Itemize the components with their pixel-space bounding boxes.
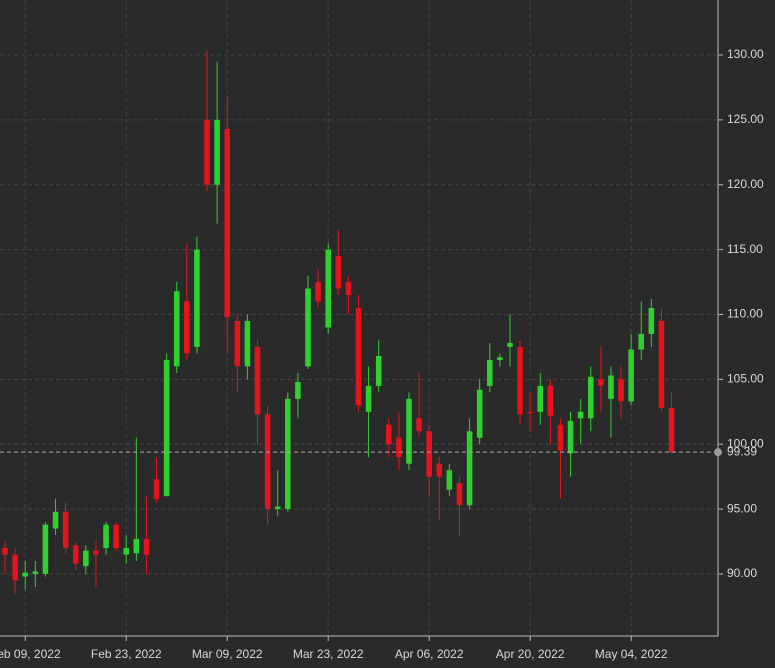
candle-body [436, 463, 443, 477]
candle-body [2, 548, 8, 555]
candle-body [386, 424, 392, 445]
candle-body [557, 424, 564, 451]
last-price-dot [714, 448, 722, 457]
y-tick-label: 90.00 [727, 566, 757, 580]
y-tick-label: 105.00 [727, 372, 764, 386]
candle-body [113, 524, 119, 549]
candle-body [295, 381, 301, 399]
candle-body [517, 346, 523, 415]
x-tick-label: Mar 23, 2022 [293, 647, 364, 661]
candle-body [133, 538, 140, 554]
candle-body [527, 411, 533, 414]
y-tick-label: 100.00 [727, 436, 764, 450]
candle-body [567, 420, 574, 454]
candle-body [234, 320, 241, 367]
candle-body [184, 301, 190, 354]
candle-body [537, 385, 544, 412]
last-price-label: 99.39 [727, 444, 757, 458]
candle-body [72, 545, 79, 564]
candle-body [396, 437, 402, 458]
candle-body [103, 524, 109, 549]
candle-body [446, 470, 453, 490]
candle-body [547, 385, 554, 416]
candle-body [608, 375, 614, 399]
candle-body [173, 291, 180, 367]
candle-body [587, 376, 594, 419]
candle-body [426, 431, 432, 477]
candle-body [254, 346, 261, 415]
x-tick-label: Apr 20, 2022 [496, 647, 565, 661]
y-tick-label: 110.00 [727, 307, 763, 321]
candle-body [416, 418, 422, 432]
candle-body [244, 320, 251, 367]
candle-body [406, 398, 412, 464]
y-tick-label: 120.00 [727, 177, 764, 191]
candle-body [497, 357, 503, 360]
candle-body [638, 333, 645, 350]
candle-body [648, 308, 655, 334]
candle-body [22, 572, 29, 577]
candle-body [93, 550, 99, 555]
y-tick-label: 95.00 [727, 501, 757, 515]
candle-body [83, 550, 89, 567]
candle-body [285, 398, 291, 510]
candle-body [577, 411, 584, 419]
candle-body [476, 389, 483, 438]
candle-body [274, 506, 281, 510]
candle-body [668, 407, 675, 453]
candle-body [486, 359, 493, 386]
candle-body [658, 320, 665, 408]
candle-body [305, 288, 311, 367]
candle-body [507, 343, 513, 347]
candle-body [335, 256, 342, 289]
candle-body [42, 524, 49, 574]
candle-body [194, 249, 200, 347]
candle-body [598, 379, 604, 386]
candle-body [456, 483, 463, 506]
candle-body [375, 356, 382, 386]
x-tick-label: Mar 09, 2022 [192, 647, 263, 661]
x-tick-label: Feb 09, 2022 [0, 647, 61, 661]
candle-body [143, 538, 150, 555]
candle-body [153, 479, 160, 499]
candle-body [355, 308, 362, 406]
candle-body [123, 548, 130, 555]
candle-body [62, 511, 69, 549]
candle-body [466, 431, 473, 506]
candle-body [618, 379, 624, 402]
candle-body [163, 359, 170, 497]
candle-body [315, 282, 321, 302]
x-tick-label: Apr 06, 2022 [395, 647, 464, 661]
candle-body [204, 119, 210, 185]
candle-body [12, 554, 18, 581]
candle-body [214, 119, 220, 185]
y-tick-label: 130.00 [727, 47, 764, 61]
candle-body [264, 414, 271, 510]
y-tick-label: 125.00 [727, 112, 764, 126]
candle-body [345, 282, 352, 296]
candle-body [325, 249, 331, 328]
candle-body [52, 511, 59, 529]
candle-body [365, 385, 372, 412]
candle-body [224, 128, 230, 318]
y-tick-label: 115.00 [727, 242, 763, 256]
candle-body [628, 349, 634, 402]
x-tick-label: May 04, 2022 [595, 647, 668, 661]
x-tick-label: Feb 23, 2022 [91, 647, 162, 661]
candle-body [32, 571, 39, 574]
